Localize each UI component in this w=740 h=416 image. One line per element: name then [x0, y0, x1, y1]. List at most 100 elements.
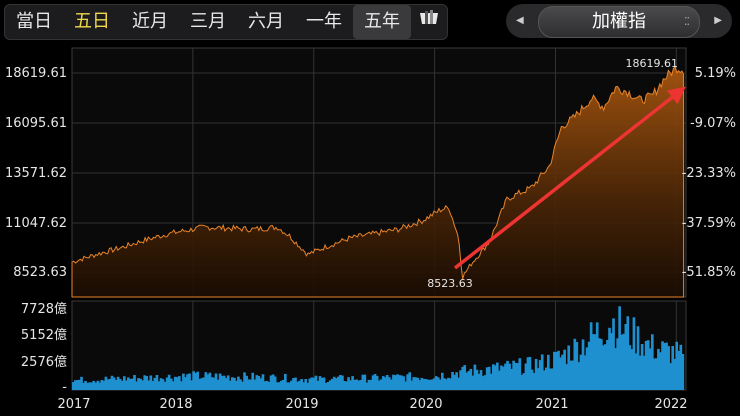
pct-tick-5: -51.85% — [682, 265, 736, 280]
volume-bar — [157, 381, 161, 390]
price-tick-2: 16095.61 — [5, 116, 67, 131]
volume-bar — [396, 374, 399, 390]
volume-bar — [430, 379, 434, 390]
tab-one-month[interactable]: 近月 — [132, 11, 168, 32]
volume-bar — [447, 377, 450, 390]
tab-three-month[interactable]: 三月 — [190, 11, 226, 32]
volume-bar — [355, 379, 359, 390]
volume-bar — [671, 346, 675, 390]
volume-bar — [416, 377, 420, 390]
volume-bar — [371, 375, 375, 390]
volume-bar — [310, 377, 314, 390]
volume-bar — [383, 377, 387, 390]
volume-bar — [669, 363, 672, 390]
volume-bar — [614, 348, 617, 390]
pct-tick-2: -9.07% — [690, 116, 736, 131]
volume-bar — [589, 322, 593, 390]
volume-bar — [432, 378, 436, 390]
volume-bar — [210, 377, 214, 390]
volume-bar — [591, 334, 595, 390]
volume-bar — [571, 360, 575, 390]
volume-bar — [335, 378, 338, 390]
volume-bar — [253, 379, 257, 390]
volume-bar — [76, 380, 79, 390]
volume-bar — [602, 345, 605, 390]
volume-bar — [579, 354, 583, 390]
index-name-button[interactable]: 加權指 ⁚⁚ — [538, 6, 700, 38]
volume-bar — [347, 377, 350, 390]
price-tick-3: 13571.62 — [5, 166, 67, 181]
volume-bar — [78, 379, 81, 390]
volume-bar — [339, 375, 342, 390]
volume-bar — [263, 381, 267, 390]
volume-bar — [506, 360, 509, 390]
volume-bar — [265, 380, 269, 390]
tab-intraday[interactable]: 當日 — [16, 11, 52, 32]
volume-bar — [547, 354, 550, 390]
volume-bar — [259, 378, 263, 390]
volume-bar — [496, 362, 499, 390]
volume-bar — [473, 364, 477, 390]
previous-index-arrow-icon[interactable]: ◀ — [516, 15, 524, 26]
volume-bar — [320, 377, 324, 390]
volume-bar — [577, 362, 581, 390]
tab-five-day[interactable]: 五日 — [74, 11, 110, 32]
volume-bar — [341, 375, 344, 390]
volume-bar — [455, 372, 458, 390]
volume-bar — [273, 376, 277, 390]
volume-bar — [583, 355, 587, 390]
volume-bar — [524, 363, 528, 390]
volume-bar — [392, 374, 395, 390]
volume-bar — [418, 380, 422, 390]
volume-bar — [510, 368, 513, 390]
volume-bar — [255, 375, 259, 390]
volume-bar — [94, 382, 98, 390]
volume-bar — [540, 354, 544, 390]
year-tick-2022: 2022 — [654, 397, 687, 412]
volume-bar — [636, 326, 640, 390]
volume-bar — [428, 379, 432, 390]
volume-bar — [169, 378, 173, 390]
tab-one-year[interactable]: 一年 — [306, 11, 342, 32]
volume-bar — [628, 345, 632, 390]
volume-bar — [112, 377, 116, 390]
volume-bar — [528, 356, 532, 390]
year-tick-2017: 2017 — [57, 397, 90, 412]
volume-bar — [149, 375, 153, 390]
volume-bar — [618, 306, 621, 390]
volume-bar — [394, 375, 397, 390]
volume-bar — [373, 374, 377, 390]
stock-chart[interactable]: 18619.61 16095.61 13571.62 11047.62 8523… — [0, 42, 740, 416]
volume-bar — [563, 349, 566, 390]
volume-bar — [453, 374, 456, 390]
volume-bar — [202, 377, 206, 390]
volume-bar — [514, 363, 518, 390]
volume-bar — [655, 358, 658, 390]
volume-bar — [214, 373, 218, 390]
volume-bar — [261, 374, 265, 390]
volume-bar — [681, 354, 685, 390]
volume-bar — [642, 355, 646, 390]
volume-bar — [180, 381, 183, 390]
volume-bar — [593, 334, 597, 390]
tab-six-month[interactable]: 六月 — [248, 11, 284, 32]
volume-bar — [369, 379, 373, 390]
trend-arrow — [453, 86, 686, 270]
chart-toggle-button[interactable] — [411, 5, 447, 39]
volume-bar — [487, 366, 491, 390]
volume-bar — [186, 374, 189, 390]
volume-bar — [667, 346, 670, 390]
volume-bar — [298, 380, 301, 390]
volume-bar — [367, 379, 371, 390]
tab-five-year[interactable]: 五年 — [353, 5, 411, 39]
volume-bar — [237, 376, 240, 390]
volume-bar — [481, 376, 485, 390]
volume-bar — [241, 381, 244, 390]
volume-bar — [167, 374, 171, 390]
volume-tick-2: 5152億 — [21, 327, 67, 343]
volume-bar — [559, 357, 562, 390]
volume-bar — [161, 379, 165, 390]
next-index-arrow-icon[interactable]: ▶ — [714, 15, 722, 26]
volume-bar — [120, 380, 124, 390]
volume-bar — [196, 371, 200, 390]
